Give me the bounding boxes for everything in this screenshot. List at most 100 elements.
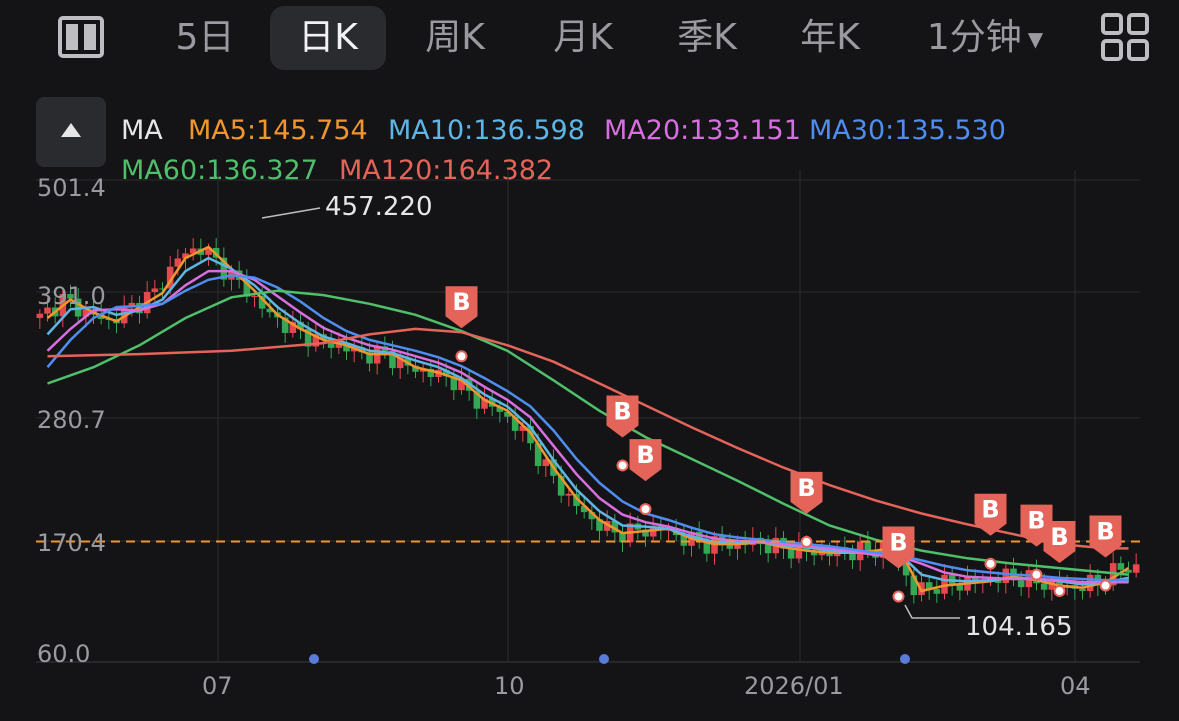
buy-marker-b-icon: B bbox=[1089, 515, 1122, 558]
buy-marker-b-icon: B bbox=[445, 286, 478, 329]
buy-marker-pin bbox=[974, 493, 1007, 536]
candle-body bbox=[1017, 580, 1025, 588]
buy-marker-label: B bbox=[452, 288, 470, 316]
buy-marker-b-icon: B bbox=[974, 493, 1007, 536]
candle-body bbox=[511, 416, 519, 431]
min-price-pointer bbox=[904, 604, 960, 619]
candle-body bbox=[189, 248, 197, 254]
candle-body bbox=[642, 529, 649, 537]
candle-body bbox=[458, 378, 465, 391]
buy-marker-point bbox=[639, 503, 652, 516]
buy-marker-label: B bbox=[1096, 518, 1114, 546]
legend-ma120: MA120:164.382 bbox=[339, 155, 554, 186]
buy-marker-label: B bbox=[889, 528, 907, 556]
candle-body bbox=[1079, 588, 1086, 592]
y-tick-label: 60.0 bbox=[37, 640, 91, 668]
buy-marker-point bbox=[455, 350, 468, 363]
candle-body bbox=[1056, 580, 1063, 588]
event-dot bbox=[309, 654, 319, 664]
x-tick-label: 2026/01 bbox=[744, 672, 844, 700]
y-tick-label: 391.0 bbox=[37, 282, 106, 310]
candle-body bbox=[281, 317, 289, 333]
indicator-name: MA bbox=[121, 115, 163, 146]
candle-body bbox=[343, 342, 350, 352]
candle-body bbox=[496, 406, 504, 412]
ma-line-ma20 bbox=[46, 269, 1129, 584]
candle-body bbox=[266, 308, 274, 313]
candle-body bbox=[450, 376, 458, 391]
candle-body bbox=[534, 443, 542, 467]
candle-body bbox=[289, 321, 297, 333]
legend-ma20: MA20:133.151 bbox=[604, 115, 801, 146]
candle-body bbox=[519, 426, 527, 431]
candle-body bbox=[481, 398, 488, 409]
legend-ma10: MA10:136.598 bbox=[388, 115, 585, 146]
buy-marker-point bbox=[984, 557, 997, 570]
buy-marker-point bbox=[1053, 585, 1066, 598]
ma-line-ma10 bbox=[46, 256, 1129, 586]
tab-yearly-k[interactable]: 年K bbox=[800, 17, 860, 58]
tab-5day[interactable]: 5日 bbox=[175, 17, 235, 58]
candle-body bbox=[933, 589, 941, 594]
caret-down-icon: ▼ bbox=[1027, 27, 1044, 51]
buy-marker-point bbox=[1030, 568, 1043, 581]
ma-line-ma120 bbox=[47, 327, 1129, 550]
buy-marker-point bbox=[1099, 579, 1112, 592]
candle-body bbox=[166, 266, 174, 289]
grid-layout-icon[interactable] bbox=[1101, 13, 1149, 61]
candle-body bbox=[412, 365, 419, 372]
candle-body bbox=[596, 519, 603, 531]
event-dot bbox=[599, 654, 609, 664]
candle-body bbox=[205, 248, 212, 255]
candle-body bbox=[695, 531, 703, 542]
candle-body bbox=[925, 582, 933, 590]
candle-body bbox=[1048, 580, 1056, 590]
minute-select[interactable]: 1分钟 ▼ bbox=[915, 6, 1055, 70]
buy-marker-label: B bbox=[613, 397, 631, 425]
candle-body bbox=[358, 347, 366, 353]
candle-body bbox=[864, 541, 872, 552]
candle-body bbox=[36, 313, 44, 319]
buy-marker-b-icon: B bbox=[882, 526, 915, 569]
tab-monthly-k[interactable]: 月K bbox=[553, 17, 613, 58]
candle-body bbox=[1002, 568, 1010, 583]
x-tick-label: 04 bbox=[1060, 672, 1091, 700]
candle-body bbox=[810, 551, 818, 556]
candle-body bbox=[128, 302, 136, 307]
x-tick-label: 07 bbox=[202, 672, 233, 700]
tab-daily-k[interactable]: 日K bbox=[270, 6, 386, 70]
tab-weekly-k[interactable]: 周K bbox=[425, 17, 485, 58]
candle-body bbox=[1040, 583, 1048, 590]
candle-body bbox=[619, 532, 626, 543]
candle-body bbox=[588, 512, 596, 520]
candle-body bbox=[1117, 563, 1125, 570]
candle-body bbox=[297, 321, 304, 330]
max-price-label: 457.220 bbox=[325, 192, 433, 222]
candle-body bbox=[151, 288, 159, 292]
legend-ma5: MA5:145.754 bbox=[188, 115, 368, 146]
candle-body bbox=[304, 329, 312, 347]
buy-marker-pin bbox=[629, 439, 662, 482]
collapse-indicator-button[interactable] bbox=[36, 97, 106, 167]
sidebar-panel-icon[interactable] bbox=[58, 16, 104, 58]
candle-body bbox=[565, 493, 573, 496]
candle-body bbox=[258, 296, 266, 309]
candle-body bbox=[580, 506, 588, 513]
buy-marker-pin bbox=[882, 526, 915, 569]
candle-body bbox=[849, 553, 856, 561]
candle-body bbox=[1132, 564, 1140, 573]
candle-body bbox=[335, 342, 343, 348]
tab-quarterly-k[interactable]: 季K bbox=[677, 17, 737, 58]
candle-body bbox=[327, 339, 335, 348]
buy-marker-label: B bbox=[797, 474, 815, 502]
triangle-up-icon bbox=[61, 123, 81, 137]
candle-body bbox=[665, 529, 672, 531]
candle-body bbox=[182, 253, 189, 259]
candle-body bbox=[726, 543, 734, 549]
candle-body bbox=[44, 307, 51, 314]
y-tick-label: 501.4 bbox=[37, 174, 106, 202]
ma-line-ma5 bbox=[46, 245, 1130, 593]
buy-marker-pin bbox=[445, 286, 478, 329]
candle-body bbox=[220, 257, 228, 280]
